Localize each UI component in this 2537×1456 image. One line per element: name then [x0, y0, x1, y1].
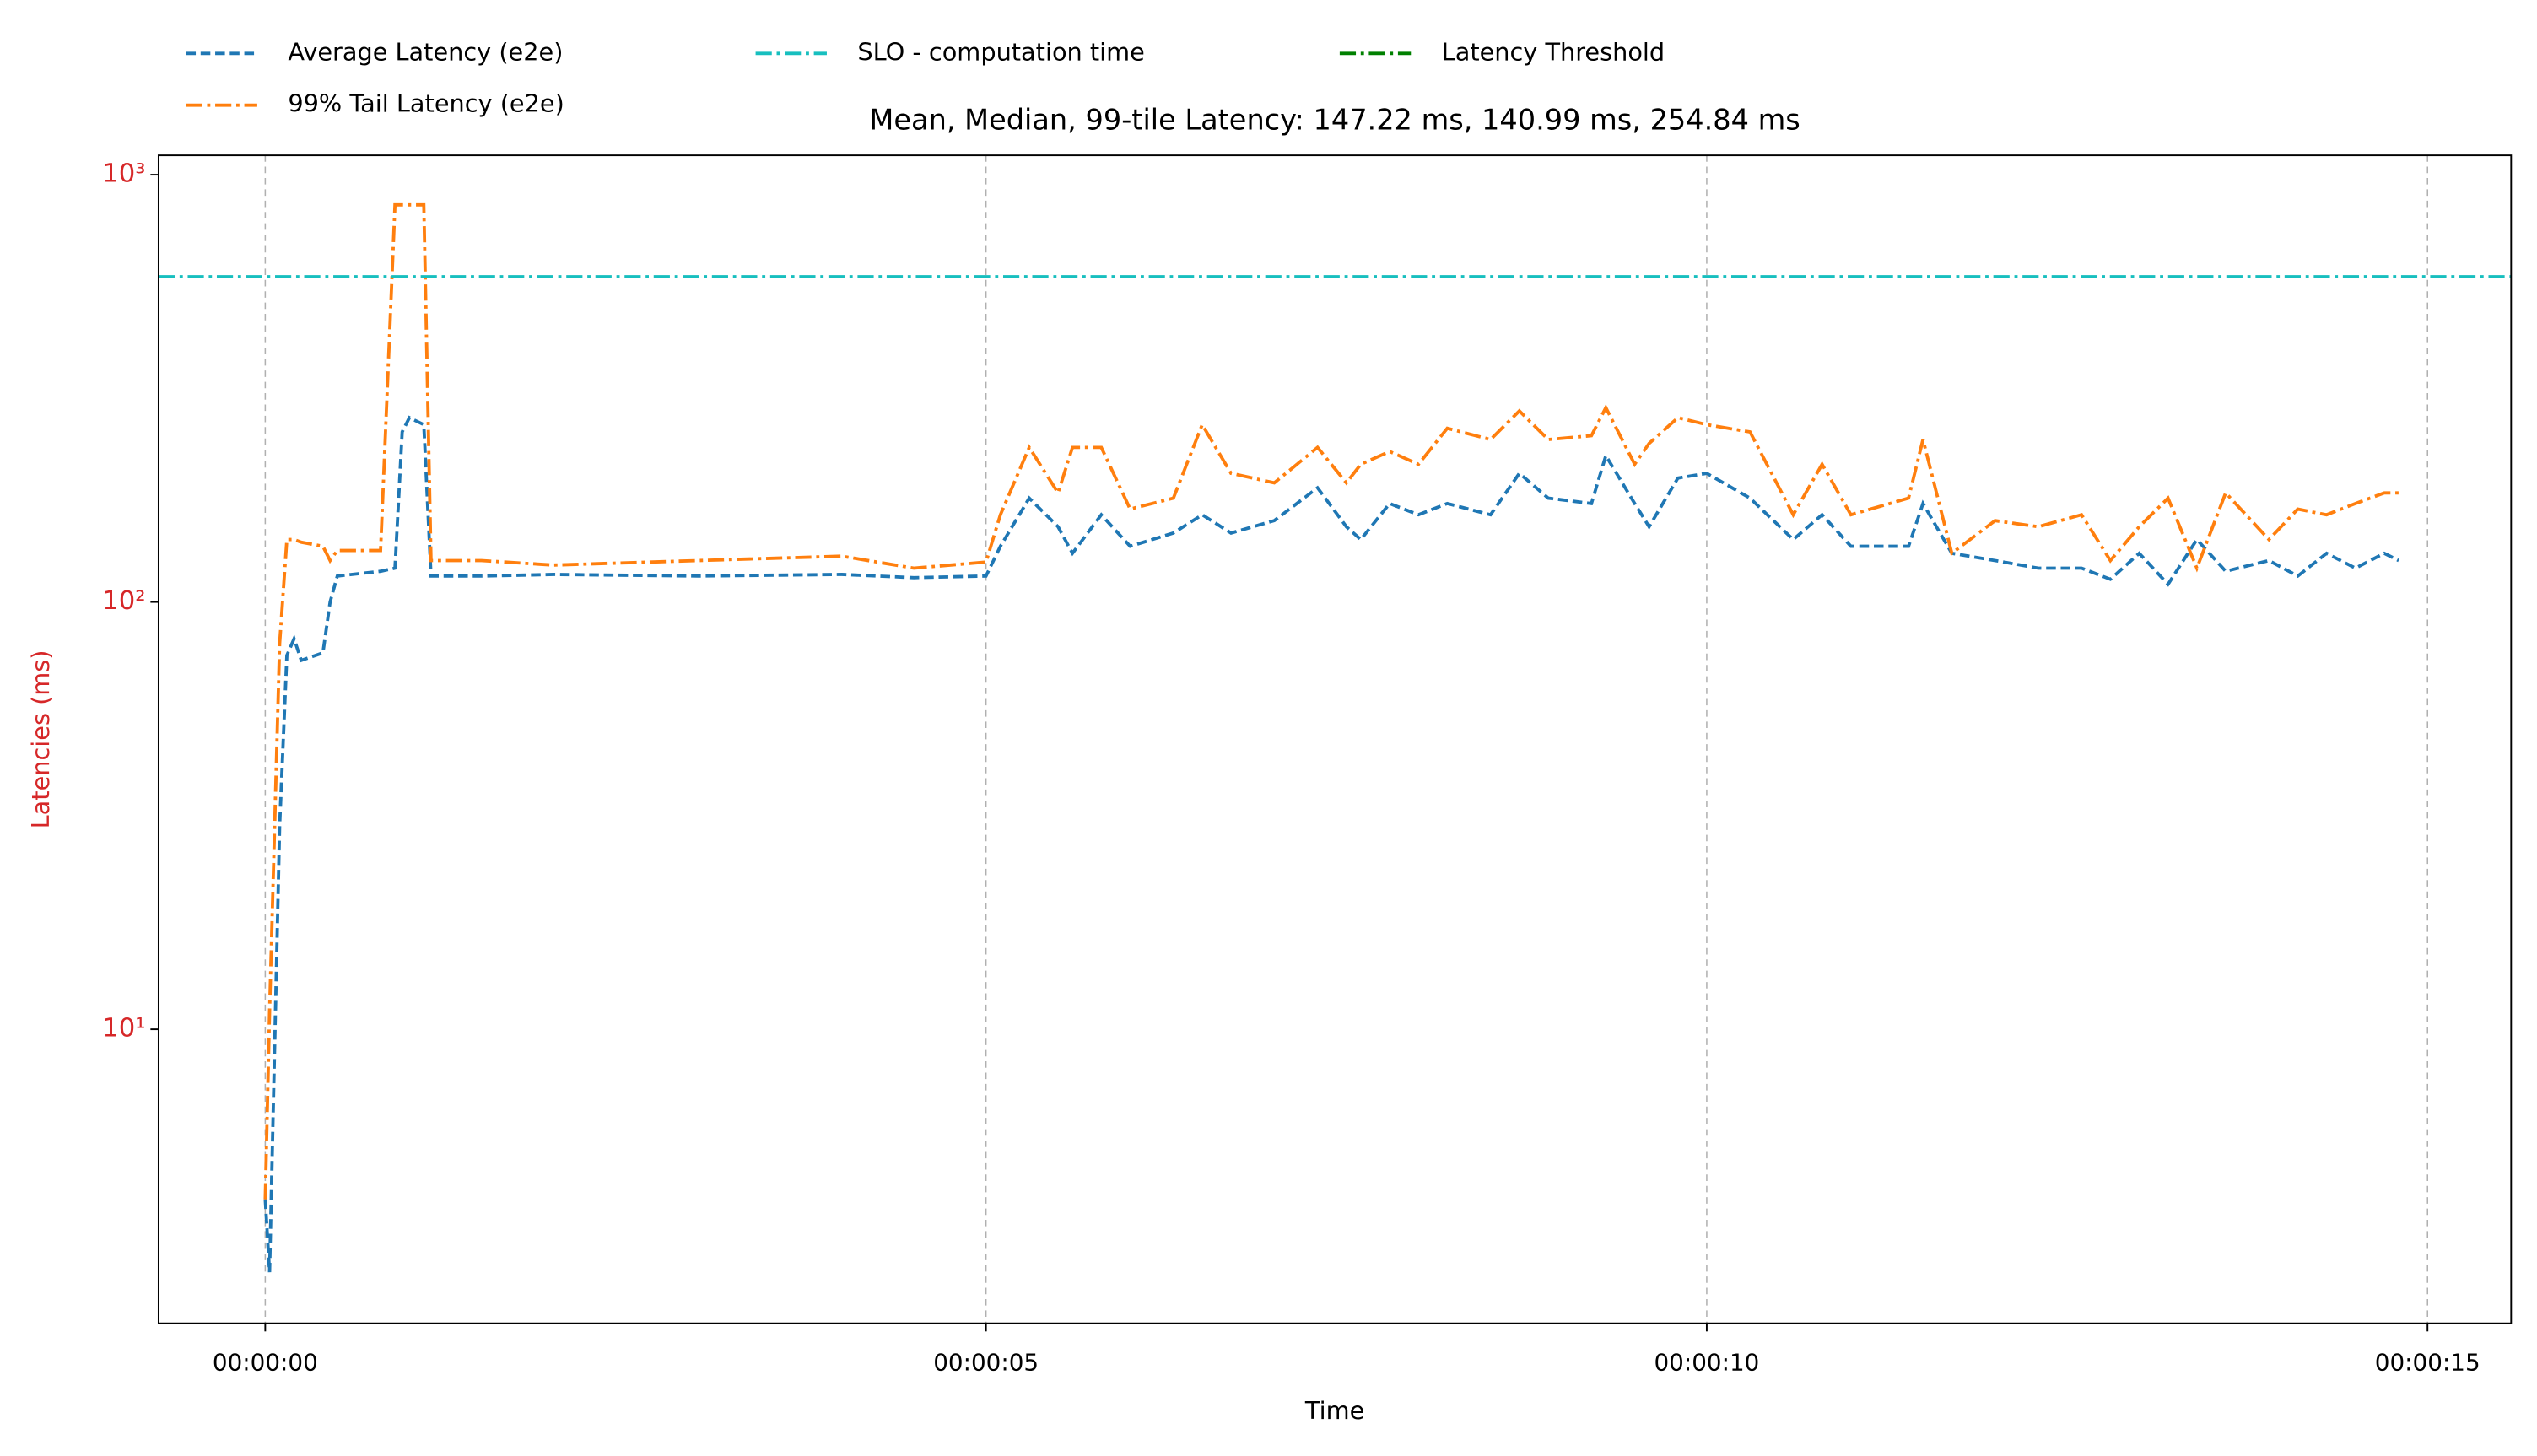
x-tick-label: 00:00:15 — [2375, 1349, 2480, 1377]
y-axis-label: Latencies (ms) — [26, 650, 55, 829]
legend-label: SLO - computation time — [857, 37, 1144, 66]
x-tick-label: 00:00:10 — [1654, 1349, 1760, 1377]
series-line — [263, 415, 2399, 1273]
legend-label: 99% Tail Latency (e2e) — [288, 89, 564, 118]
legend-label: Average Latency (e2e) — [288, 37, 563, 66]
x-tick-label: 00:00:05 — [933, 1349, 1039, 1377]
plot-frame — [157, 154, 2513, 1324]
series-line — [263, 202, 2399, 1200]
y-tick-label: 10¹ — [102, 1014, 145, 1043]
y-tick-label: 10³ — [102, 159, 145, 189]
x-axis-label: Time — [1304, 1396, 1364, 1425]
plot-area — [158, 202, 2512, 1273]
x-tick-label: 00:00:00 — [213, 1349, 318, 1377]
legend-label: Latency Threshold — [1442, 37, 1665, 66]
chart-title: Mean, Median, 99-tile Latency: 147.22 ms… — [869, 103, 1800, 136]
y-tick-label: 10² — [102, 586, 145, 616]
